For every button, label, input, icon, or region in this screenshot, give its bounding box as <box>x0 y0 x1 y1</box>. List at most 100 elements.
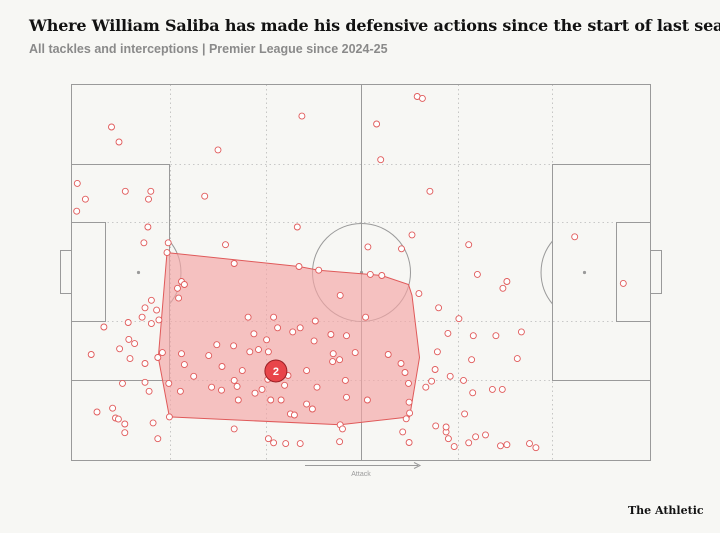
action-point <box>433 348 441 356</box>
action-point <box>125 335 133 343</box>
action-point <box>351 349 359 357</box>
brand-logo: The Athletic <box>628 504 704 517</box>
action-point <box>140 239 148 247</box>
action-point <box>619 279 627 287</box>
action-point <box>258 385 266 393</box>
action-point <box>230 342 238 350</box>
action-point <box>109 404 117 412</box>
action-point <box>492 332 500 340</box>
action-point <box>336 438 344 446</box>
action-point <box>250 330 258 338</box>
action-point <box>465 241 473 249</box>
action-point <box>155 316 163 324</box>
action-point <box>450 443 458 451</box>
action-point <box>119 379 126 387</box>
action-point <box>290 411 298 419</box>
action-point <box>218 363 226 370</box>
action-point <box>282 440 290 448</box>
action-point <box>115 138 123 146</box>
action-point <box>251 389 259 397</box>
action-point <box>145 195 152 203</box>
action-point <box>362 313 370 321</box>
action-point <box>296 324 304 332</box>
action-point <box>415 290 423 298</box>
action-point <box>303 367 311 375</box>
action-point <box>116 345 124 353</box>
action-point <box>214 146 222 154</box>
action-point <box>341 376 349 384</box>
action-point <box>408 231 416 239</box>
action-point <box>264 435 272 443</box>
action-point <box>503 441 511 449</box>
action-point <box>460 376 467 384</box>
action-point <box>499 284 507 292</box>
action-point <box>296 440 304 448</box>
action-point <box>141 304 149 312</box>
action-point <box>178 350 185 358</box>
action-point <box>378 272 386 279</box>
action-point <box>398 245 405 253</box>
chart-subtitle: All tackles and interceptions | Premier … <box>29 42 388 56</box>
action-point <box>363 396 371 404</box>
action-point <box>154 435 162 443</box>
action-point <box>144 223 152 231</box>
action-point <box>373 120 381 128</box>
action-point <box>147 296 155 304</box>
action-point <box>401 369 409 376</box>
action-point <box>431 366 439 373</box>
action-point <box>406 409 414 417</box>
action-point <box>327 331 335 338</box>
action-point <box>397 360 405 367</box>
right-penalty-box <box>552 164 651 381</box>
action-point <box>218 386 225 394</box>
action-point <box>153 306 161 314</box>
action-point <box>93 408 101 416</box>
action-point <box>147 187 155 195</box>
left-six-yard-box <box>71 222 106 322</box>
action-point <box>461 410 469 418</box>
action-point <box>469 389 477 397</box>
action-point <box>426 187 434 195</box>
action-point <box>313 383 321 391</box>
centroid-label: 2 <box>273 366 279 378</box>
action-point <box>405 439 413 446</box>
action-point <box>295 263 303 270</box>
right-six-yard-box <box>616 222 651 322</box>
action-point <box>230 260 238 267</box>
left-goal <box>60 250 72 294</box>
action-point <box>174 284 181 292</box>
action-point <box>145 387 153 395</box>
action-point <box>339 425 346 433</box>
action-point <box>497 442 504 450</box>
action-point <box>154 354 162 361</box>
action-point <box>418 94 426 102</box>
action-point <box>87 351 95 358</box>
centroid-marker <box>264 359 288 383</box>
action-point <box>180 281 188 288</box>
action-point <box>482 431 489 439</box>
action-point <box>303 400 311 408</box>
chart-title: Where William Saliba has made his defens… <box>29 16 720 35</box>
action-point <box>201 192 209 200</box>
action-point <box>244 313 252 321</box>
action-point <box>165 413 173 421</box>
action-point <box>293 223 301 231</box>
action-point <box>310 337 318 345</box>
action-point <box>435 304 443 312</box>
action-point <box>366 270 374 278</box>
action-point <box>121 187 129 195</box>
action-point <box>343 393 350 401</box>
action-point <box>469 332 477 340</box>
action-point <box>329 358 337 366</box>
action-point <box>336 356 344 364</box>
action-point <box>246 348 254 356</box>
action-point <box>180 361 188 369</box>
action-point <box>308 405 316 413</box>
action-point <box>455 315 463 323</box>
action-point <box>121 429 129 437</box>
action-point <box>141 378 149 386</box>
attack-label: Attack <box>351 471 371 478</box>
left-penalty-spot <box>136 270 141 275</box>
right-penalty-arc <box>540 240 553 305</box>
action-point <box>498 385 506 393</box>
